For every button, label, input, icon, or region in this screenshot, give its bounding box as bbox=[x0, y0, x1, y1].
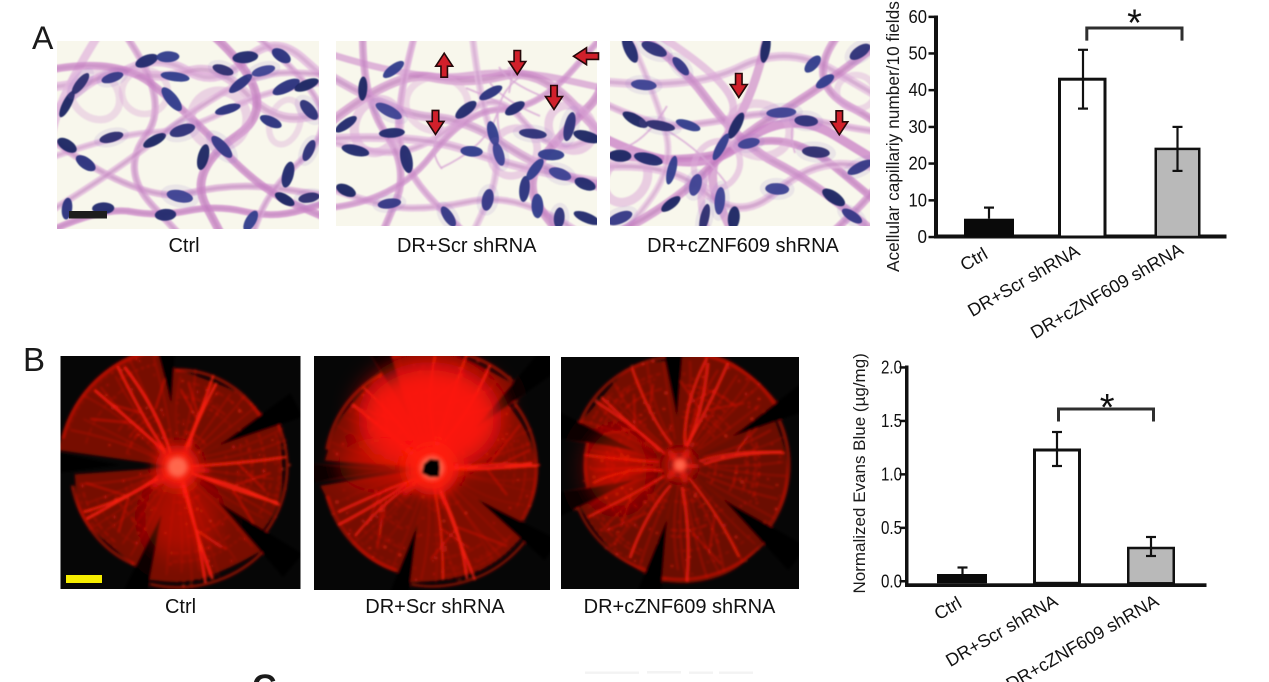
svg-text:Normalized Evans Blue (µg/mg): Normalized Evans Blue (µg/mg) bbox=[850, 353, 869, 593]
svg-text:Acellular capillariy number/10: Acellular capillariy number/10 fields bbox=[883, 1, 903, 272]
svg-text:DR+cZNF609 shRNA: DR+cZNF609 shRNA bbox=[647, 235, 839, 257]
svg-text:A: A bbox=[32, 20, 54, 56]
svg-text:Ctrl: Ctrl bbox=[168, 235, 199, 257]
svg-text:DR+Scr shRNA: DR+Scr shRNA bbox=[365, 596, 505, 618]
svg-text:40: 40 bbox=[909, 80, 928, 100]
svg-text:30: 30 bbox=[909, 117, 928, 137]
svg-text:DR+cZNF609 shRNA: DR+cZNF609 shRNA bbox=[584, 596, 776, 618]
svg-text:1.5: 1.5 bbox=[881, 411, 902, 431]
svg-text:20: 20 bbox=[909, 154, 928, 174]
svg-text:1.0: 1.0 bbox=[881, 464, 902, 484]
svg-text:10: 10 bbox=[909, 190, 928, 210]
svg-text:0.5: 0.5 bbox=[881, 518, 902, 538]
svg-text:0: 0 bbox=[918, 227, 928, 247]
svg-text:C: C bbox=[252, 668, 277, 682]
svg-text:DR+Scr shRNA: DR+Scr shRNA bbox=[397, 235, 537, 257]
svg-text:*: * bbox=[1127, 3, 1142, 45]
svg-text:50: 50 bbox=[909, 44, 928, 64]
svg-text:0.0: 0.0 bbox=[881, 571, 902, 591]
svg-text:2.0: 2.0 bbox=[881, 358, 902, 378]
svg-text:B: B bbox=[23, 341, 45, 378]
svg-text:Ctrl: Ctrl bbox=[165, 596, 196, 618]
svg-text:60: 60 bbox=[909, 7, 928, 27]
svg-text:*: * bbox=[1100, 387, 1115, 429]
